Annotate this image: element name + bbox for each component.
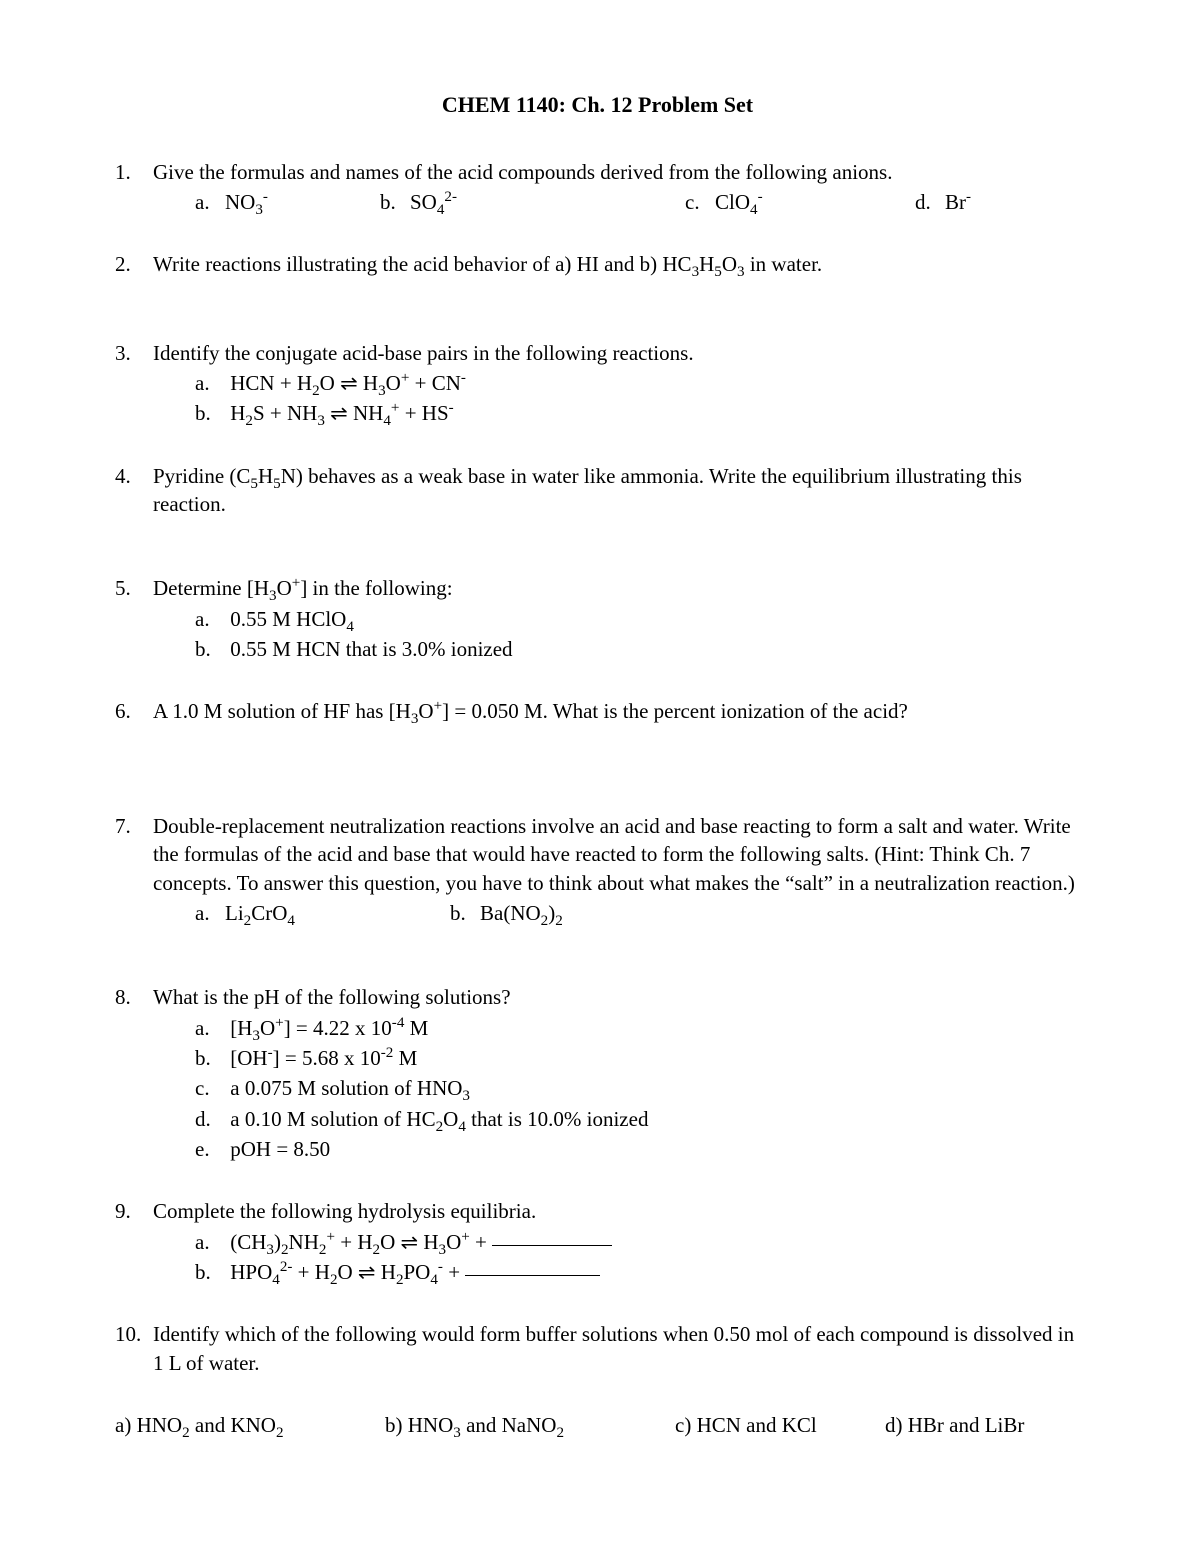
question-5: 5. Determine [H3O+] in the following: a.…: [115, 574, 1080, 663]
sublist: a. 0.55 M HClO4 b. 0.55 M HCN that is 3.…: [153, 605, 1080, 664]
question-7: 7. Double-replacement neutralization rea…: [115, 812, 1080, 927]
sub-label: a.: [195, 1014, 225, 1042]
question-body: What is the pH of the following solution…: [153, 983, 1080, 1163]
question-text: Identify which of the following would fo…: [153, 1322, 1074, 1374]
sub-item: d. a 0.10 M solution of HC2O4 that is 10…: [195, 1105, 1080, 1133]
sub-label: a.: [195, 605, 225, 633]
question-6: 6. A 1.0 M solution of HF has [H3O+] = 0…: [115, 697, 1080, 725]
option-value: SO42-: [410, 188, 685, 216]
question-8: 8. What is the pH of the following solut…: [115, 983, 1080, 1163]
option-value: ClO4-: [715, 188, 915, 216]
sub-label: a.: [195, 369, 225, 397]
question-10: 10. Identify which of the following woul…: [115, 1320, 1080, 1439]
question-number: 4.: [115, 462, 153, 519]
option-row: a. NO3- b. SO42- c. ClO4- d. Br-: [153, 188, 1080, 216]
sub-value: (CH3)2NH2+ + H2O ⇌ H3O+ +: [230, 1230, 492, 1254]
question-body: Pyridine (C5H5N) behaves as a weak base …: [153, 462, 1080, 519]
sub-value: 0.55 M HClO4: [230, 607, 354, 631]
sub-label: d.: [195, 1105, 225, 1133]
sub-label: b.: [195, 399, 225, 427]
option-label: b.: [450, 899, 480, 927]
option-label: d.: [915, 188, 945, 216]
question-text: Determine [H3O+] in the following:: [153, 576, 453, 600]
question-number: 8.: [115, 983, 153, 1163]
sub-value: pOH = 8.50: [230, 1137, 330, 1161]
question-number: 1.: [115, 158, 153, 217]
option-value: b) HNO3 and NaNO2: [385, 1411, 675, 1439]
fill-blank: [465, 1275, 600, 1276]
page-title: CHEM 1140: Ch. 12 Problem Set: [115, 90, 1080, 120]
sub-label: b.: [195, 1258, 225, 1286]
sub-item: b. H2S + NH3 ⇌ NH4+ + HS-: [195, 399, 1080, 427]
sub-value: a 0.10 M solution of HC2O4 that is 10.0%…: [230, 1107, 648, 1131]
question-number: 5.: [115, 574, 153, 663]
sub-value: 0.55 M HCN that is 3.0% ionized: [230, 637, 512, 661]
page: CHEM 1140: Ch. 12 Problem Set 1. Give th…: [0, 0, 1200, 1519]
sub-value: H2S + NH3 ⇌ NH4+ + HS-: [230, 401, 453, 425]
sub-item: a. 0.55 M HClO4: [195, 605, 1080, 633]
question-body: Determine [H3O+] in the following: a. 0.…: [153, 574, 1080, 663]
question-number: 7.: [115, 812, 153, 927]
option-label: c.: [685, 188, 715, 216]
sub-label: b.: [195, 1044, 225, 1072]
sub-value: HCN + H2O ⇌ H3O+ + CN-: [230, 371, 466, 395]
question-2: 2. Write reactions illustrating the acid…: [115, 250, 1080, 278]
option-value: d) HBr and LiBr: [885, 1411, 1024, 1439]
option-value: Br-: [945, 188, 971, 216]
question-number: 6.: [115, 697, 153, 725]
question-body: A 1.0 M solution of HF has [H3O+] = 0.05…: [153, 697, 1080, 725]
option-value: NO3-: [225, 188, 380, 216]
sublist: a. (CH3)2NH2+ + H2O ⇌ H3O+ + b. HPO42- +…: [153, 1228, 1080, 1287]
sub-item: b. 0.55 M HCN that is 3.0% ionized: [195, 635, 1080, 663]
sub-item: a. [H3O+] = 4.22 x 10-4 M: [195, 1014, 1080, 1042]
fill-blank: [492, 1245, 612, 1246]
option-label: a.: [195, 899, 225, 927]
sub-item: c. a 0.075 M solution of HNO3: [195, 1074, 1080, 1102]
option-value: Ba(NO2)2: [480, 899, 563, 927]
sub-value: a 0.075 M solution of HNO3: [230, 1076, 470, 1100]
question-body: Write reactions illustrating the acid be…: [153, 250, 1080, 278]
sub-value: [OH-] = 5.68 x 10-2 M: [230, 1046, 417, 1070]
option-label: a.: [195, 188, 225, 216]
sub-label: c.: [195, 1074, 225, 1102]
question-body: Complete the following hydrolysis equili…: [153, 1197, 1080, 1286]
sub-item: e. pOH = 8.50: [195, 1135, 1080, 1163]
question-number: 3.: [115, 339, 153, 428]
question-body: Give the formulas and names of the acid …: [153, 158, 1080, 217]
sublist: a. [H3O+] = 4.22 x 10-4 M b. [OH-] = 5.6…: [153, 1014, 1080, 1164]
sublist: a. HCN + H2O ⇌ H3O+ + CN- b. H2S + NH3 ⇌…: [153, 369, 1080, 428]
sub-item: a. HCN + H2O ⇌ H3O+ + CN-: [195, 369, 1080, 397]
question-text: What is the pH of the following solution…: [153, 985, 511, 1009]
question-body: Double-replacement neutralization reacti…: [153, 812, 1080, 927]
sub-value: [H3O+] = 4.22 x 10-4 M: [230, 1016, 428, 1040]
option-row: a. Li2CrO4 b. Ba(NO2)2: [153, 899, 1080, 927]
sub-item: b. HPO42- + H2O ⇌ H2PO4- +: [195, 1258, 1080, 1286]
option-value: a) HNO2 and KNO2: [115, 1411, 385, 1439]
option-label: b.: [380, 188, 410, 216]
sub-label: e.: [195, 1135, 225, 1163]
question-body: Identify which of the following would fo…: [153, 1320, 1080, 1439]
question-number: 9.: [115, 1197, 153, 1286]
question-text: Give the formulas and names of the acid …: [153, 160, 892, 184]
question-body: Identify the conjugate acid-base pairs i…: [153, 339, 1080, 428]
sub-value: HPO42- + H2O ⇌ H2PO4- +: [230, 1260, 465, 1284]
sub-item: b. [OH-] = 5.68 x 10-2 M: [195, 1044, 1080, 1072]
question-1: 1. Give the formulas and names of the ac…: [115, 158, 1080, 217]
question-text: Identify the conjugate acid-base pairs i…: [153, 341, 694, 365]
question-number: 2.: [115, 250, 153, 278]
sub-label: a.: [195, 1228, 225, 1256]
option-row: a) HNO2 and KNO2 b) HNO3 and NaNO2 c) HC…: [115, 1411, 1080, 1439]
sub-label: b.: [195, 635, 225, 663]
option-value: Li2CrO4: [225, 899, 450, 927]
question-text: Double-replacement neutralization reacti…: [153, 814, 1075, 895]
question-3: 3. Identify the conjugate acid-base pair…: [115, 339, 1080, 428]
question-9: 9. Complete the following hydrolysis equ…: [115, 1197, 1080, 1286]
question-text: Complete the following hydrolysis equili…: [153, 1199, 536, 1223]
sub-item: a. (CH3)2NH2+ + H2O ⇌ H3O+ +: [195, 1228, 1080, 1256]
question-4: 4. Pyridine (C5H5N) behaves as a weak ba…: [115, 462, 1080, 519]
option-value: c) HCN and KCl: [675, 1411, 885, 1439]
